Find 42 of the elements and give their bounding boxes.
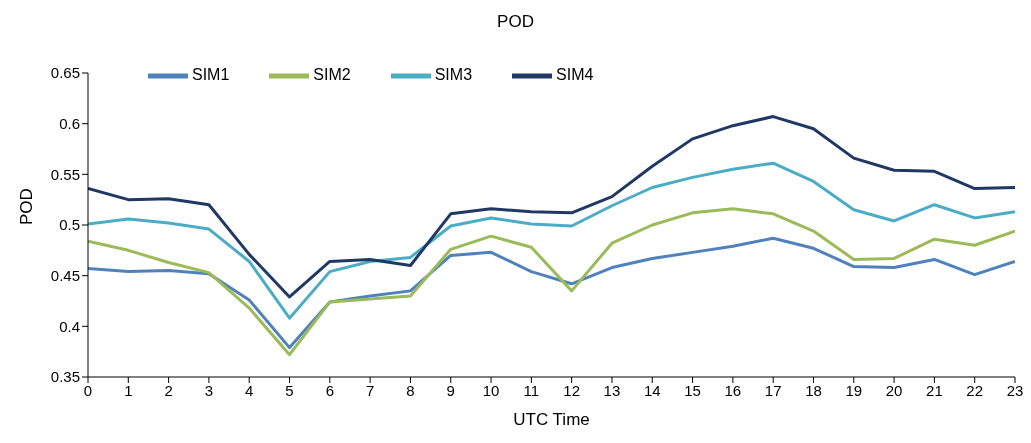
y-tick-label: 0.55 xyxy=(50,165,80,183)
x-tick-label: 15 xyxy=(684,381,701,399)
x-tick-label: 11 xyxy=(523,381,540,399)
x-tick-label: 4 xyxy=(245,381,254,399)
legend-label: SIM3 xyxy=(434,66,473,84)
line-series xyxy=(88,161,1015,320)
line-series xyxy=(88,236,1015,350)
line-series xyxy=(88,207,1015,357)
legend-label: SIM2 xyxy=(313,66,351,84)
x-tick-label: 5 xyxy=(285,381,294,399)
x-tick-label: 20 xyxy=(885,381,903,399)
x-tick-label: 9 xyxy=(446,381,455,399)
x-tick-label: 10 xyxy=(482,381,500,399)
x-tick-label: 23 xyxy=(1006,381,1024,399)
y-tick-label: 0.35 xyxy=(50,368,80,386)
chart-title: POD xyxy=(496,12,535,32)
x-tick-label: 13 xyxy=(603,381,621,399)
x-tick-label: 2 xyxy=(164,381,173,399)
y-tick-label: 0.65 xyxy=(50,64,80,82)
x-axis-title: UTC Time xyxy=(513,410,590,429)
x-tick-label: 8 xyxy=(406,381,415,399)
x-tick-label: 3 xyxy=(204,381,214,399)
y-tick-label: 0.6 xyxy=(59,114,80,132)
legend-label: SIM1 xyxy=(192,66,230,84)
x-tick-label: 14 xyxy=(643,381,661,399)
x-tick-label: 17 xyxy=(764,381,782,399)
x-tick-label: 16 xyxy=(724,381,742,399)
x-tick-label: 6 xyxy=(325,381,334,399)
x-tick-label: 7 xyxy=(365,381,375,399)
x-tick-label: 21 xyxy=(926,381,943,399)
x-tick-label: 18 xyxy=(805,381,822,399)
x-tick-label: 1 xyxy=(124,381,133,399)
legend-label: SIM4 xyxy=(556,66,594,84)
y-tick-label: 0.5 xyxy=(59,216,80,234)
x-tick-label: 0 xyxy=(83,381,93,399)
y-tick-label: 0.45 xyxy=(50,266,80,284)
line-series xyxy=(88,115,1015,299)
y-tick-label: 0.4 xyxy=(59,317,80,335)
x-tick-label: 12 xyxy=(563,381,580,399)
x-tick-label: 22 xyxy=(966,381,984,399)
y-axis-title: POD xyxy=(17,188,37,225)
x-tick-label: 19 xyxy=(845,381,863,399)
